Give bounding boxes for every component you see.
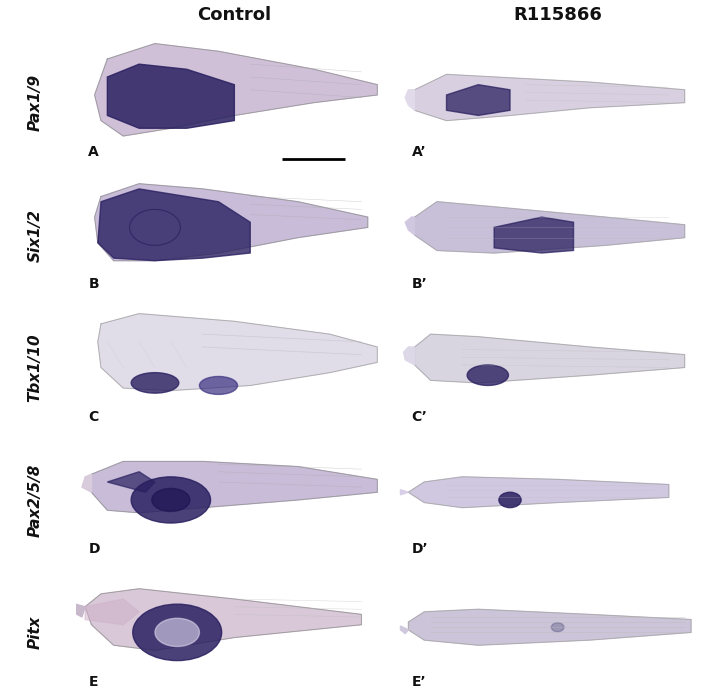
Text: E: E [89,675,98,689]
Polygon shape [415,74,685,120]
Text: Pax2/5/8: Pax2/5/8 [27,463,42,537]
Ellipse shape [152,489,190,512]
Polygon shape [98,189,251,260]
Ellipse shape [552,623,564,631]
Polygon shape [405,217,415,235]
Polygon shape [107,64,235,128]
Polygon shape [400,626,408,634]
Text: E’: E’ [412,675,426,689]
Ellipse shape [467,365,508,386]
Polygon shape [73,604,85,617]
Polygon shape [82,475,91,492]
Ellipse shape [132,604,222,661]
Text: Six1/2: Six1/2 [27,209,42,262]
Text: Pitx: Pitx [27,615,42,649]
Text: A’: A’ [412,145,426,159]
Text: Control: Control [197,6,271,24]
Text: B: B [89,277,99,291]
Ellipse shape [131,372,179,393]
Text: B’: B’ [412,277,428,291]
Ellipse shape [131,477,210,523]
Polygon shape [94,184,368,260]
Ellipse shape [499,492,521,508]
Text: D: D [89,542,100,556]
Polygon shape [85,599,139,624]
Polygon shape [98,314,377,391]
Polygon shape [446,85,510,116]
Polygon shape [91,461,377,513]
Polygon shape [400,490,408,495]
Text: C’: C’ [412,410,428,424]
Ellipse shape [199,377,238,394]
Polygon shape [94,43,377,136]
Polygon shape [408,609,691,645]
Text: C: C [89,410,99,424]
Polygon shape [107,472,155,492]
Polygon shape [494,217,574,253]
Polygon shape [415,334,685,383]
Text: A: A [89,145,99,159]
Polygon shape [405,90,415,111]
Polygon shape [85,589,361,650]
Text: R115866: R115866 [513,6,602,24]
Text: D’: D’ [412,542,428,556]
Polygon shape [408,477,669,508]
Ellipse shape [155,618,199,647]
Polygon shape [404,347,415,365]
Polygon shape [415,202,685,253]
Text: Tbx1/10: Tbx1/10 [27,333,42,402]
Text: Pax1/9: Pax1/9 [27,74,42,131]
